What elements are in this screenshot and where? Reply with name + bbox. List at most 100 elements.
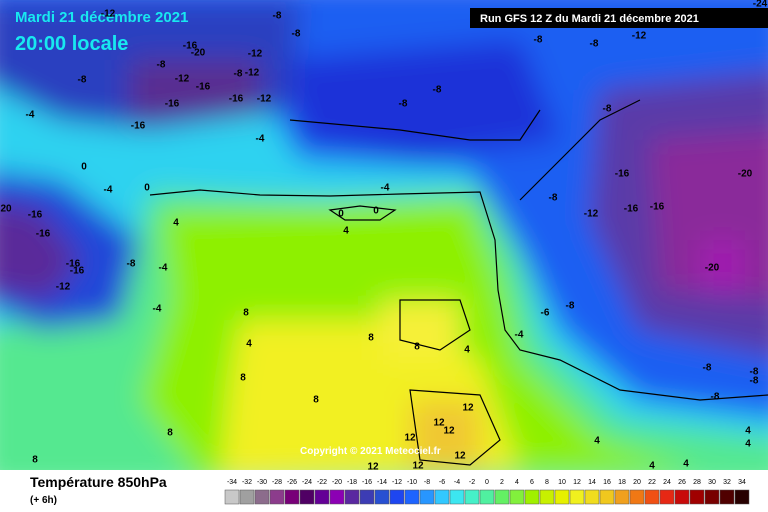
legend-step: (+ 6h) (30, 495, 57, 506)
contour-label: -8 (549, 193, 558, 204)
contour-label: -16 (229, 94, 244, 105)
scale-label: -30 (257, 479, 267, 486)
run-info: Run GFS 12 Z du Mardi 21 décembre 2021 (480, 13, 699, 25)
contour-label: -8 (234, 69, 243, 80)
scale-label: 4 (515, 479, 519, 486)
contour-label: 8 (243, 308, 249, 319)
contour-label: -4 (26, 110, 35, 121)
scale-label: -26 (287, 479, 297, 486)
contour-label: -12 (175, 74, 190, 85)
contour-label: -16 (70, 266, 85, 277)
scale-label: 8 (545, 479, 549, 486)
contour-label: -12 (632, 31, 647, 42)
scale-swatch (464, 489, 480, 505)
scale-label: 20 (633, 479, 641, 486)
scale-label: 34 (738, 479, 746, 486)
scale-swatch (269, 489, 285, 505)
contour-label: -12 (257, 94, 272, 105)
contour-label: 20 (0, 204, 12, 215)
contour-label: -12 (101, 9, 116, 20)
contour-label: -16 (28, 210, 43, 221)
scale-label: 14 (588, 479, 596, 486)
contour-label: -16 (66, 259, 81, 270)
scale-swatch (539, 489, 555, 505)
contour-label: 4 (246, 339, 252, 350)
contour-label: -8 (566, 301, 575, 312)
scale-label: 0 (485, 479, 489, 486)
contour-label: -8 (78, 75, 87, 86)
scale-label: -4 (454, 479, 460, 486)
scale-swatch (329, 489, 345, 505)
contour-label: 0 (338, 209, 344, 220)
contour-label: 8 (313, 395, 319, 406)
contour-label: -16 (183, 41, 198, 52)
local-time: 20:00 locale (15, 33, 128, 55)
scale-label: 18 (618, 479, 626, 486)
contour-label: 8 (368, 333, 374, 344)
contour-label: -12 (245, 68, 260, 79)
scale-swatch (629, 489, 645, 505)
color-scale: -34 -32 -30 -28 -26 -24 -22 -20 -18 -16 -14 -12 -10-… (224, 479, 750, 505)
contour-label: -4 (153, 304, 162, 315)
contour-label: -20 (705, 263, 720, 274)
scale-label: -12 (392, 479, 402, 486)
contour-label: 12 (443, 426, 455, 437)
scale-swatch (239, 489, 255, 505)
scale-swatch (224, 489, 240, 505)
scale-swatch (524, 489, 540, 505)
contour-label: -8 (399, 99, 408, 110)
scale-swatch (569, 489, 585, 505)
contour-label: 4 (594, 436, 600, 447)
contour-label: -8 (292, 29, 301, 40)
contour-label: -24 (753, 0, 768, 10)
contour-label: -8 (273, 11, 282, 22)
scale-swatch (659, 489, 675, 505)
contour-label: -12 (584, 209, 599, 220)
contour-label: -8 (433, 85, 442, 96)
contour-label: -16 (36, 229, 51, 240)
contour-label: 4 (745, 426, 751, 437)
scale-label: -10 (407, 479, 417, 486)
contour-label: 4 (173, 218, 179, 229)
scale-swatch (419, 489, 435, 505)
scale-swatch (479, 489, 495, 505)
contour-label: -8 (703, 363, 712, 374)
scale-label: 22 (648, 479, 656, 486)
contour-label: -16 (650, 202, 665, 213)
scale-label: -20 (332, 479, 342, 486)
contour-label: -16 (196, 82, 211, 93)
scale-label: 12 (573, 479, 581, 486)
scale-swatch (494, 489, 510, 505)
scale-label: -18 (347, 479, 357, 486)
contour-label: -8 (750, 376, 759, 387)
scale-swatch (254, 489, 270, 505)
scale-label: 10 (558, 479, 566, 486)
scale-swatch (509, 489, 525, 505)
scale-label: -32 (242, 479, 252, 486)
scale-swatch (719, 489, 735, 505)
scale-swatch (284, 489, 300, 505)
scale-swatch (344, 489, 360, 505)
scale-swatch (599, 489, 615, 505)
scale-label: -8 (424, 479, 430, 486)
contour-label: -16 (624, 204, 639, 215)
scale-swatch (449, 489, 465, 505)
contour-label: -8 (127, 259, 136, 270)
contour-label: -4 (381, 183, 390, 194)
coastlines (149, 99, 768, 466)
contour-label: 12 (462, 403, 474, 414)
legend-title: Température 850hPa (30, 474, 167, 490)
scale-label: 28 (693, 479, 701, 486)
date: Mardi 21 décembre 2021 (15, 9, 188, 26)
contour-label: 8 (167, 428, 173, 439)
contour-label: 8 (414, 342, 420, 353)
contour-label: -16 (615, 169, 630, 180)
contour-label: -8 (534, 35, 543, 46)
contour-label: 12 (404, 433, 416, 444)
scale-swatch (704, 489, 720, 505)
contour-label: -6 (541, 308, 550, 319)
scale-label: -2 (469, 479, 475, 486)
contour-label: -20 (191, 48, 206, 59)
contour-label: -8 (711, 392, 720, 403)
